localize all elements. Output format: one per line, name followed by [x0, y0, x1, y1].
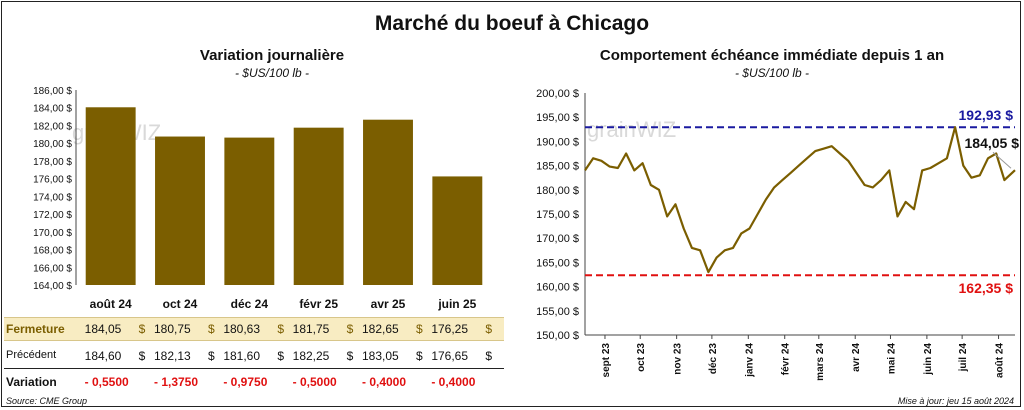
table-cell-currency: $: [208, 322, 215, 336]
table-cell-value: 182,65: [362, 322, 399, 336]
table-cell-currency: $: [138, 349, 146, 363]
table-cell-currency: $: [346, 349, 354, 363]
y-tick-label: 166,00 $: [33, 263, 72, 274]
y-tick-label: 160,00 $: [536, 282, 579, 294]
table-cell-currency: $: [208, 349, 215, 363]
x-tick-label: déc 24: [231, 297, 269, 311]
table-cell-value: - 0,9750: [223, 375, 268, 389]
table-cell-currency: $: [416, 349, 423, 363]
y-tick-label: 185,00 $: [536, 161, 579, 173]
y-tick-label: 180,00 $: [33, 139, 72, 150]
y-tick-label: 170,00 $: [536, 233, 579, 245]
table-cell-value: - 0,4000: [362, 375, 407, 389]
x-tick-label: déc 23: [708, 343, 719, 375]
x-tick-label: août 24: [995, 343, 1006, 378]
table-cell-value: 181,75: [292, 322, 330, 336]
high-annotation: 192,93 $: [959, 107, 1014, 123]
y-tick-label: 200,00 $: [536, 88, 579, 100]
price-series-line: [584, 126, 1016, 274]
x-tick-label: nov 23: [673, 343, 684, 375]
table-row-label: Variation: [6, 375, 57, 389]
y-tick-label: 164,00 $: [33, 281, 72, 292]
x-tick-label: janv 24: [744, 343, 755, 378]
table-cell-value: 184,05: [84, 322, 122, 336]
x-tick-label: juin 25: [437, 297, 476, 311]
watermark: grainWIZ: [587, 117, 676, 142]
x-tick-label: févr 25: [299, 297, 338, 311]
table-cell-value: 183,05: [362, 349, 399, 363]
table-cell-currency: $: [277, 322, 285, 336]
table-cell-currency: $: [485, 322, 493, 336]
table-cell-value: 182,25: [292, 349, 330, 363]
y-tick-label: 184,00 $: [33, 104, 72, 115]
table-cell-value: - 0,4000: [431, 375, 476, 389]
bar: [155, 136, 205, 285]
last-value-leader: [992, 151, 1012, 169]
bar: [85, 107, 136, 285]
y-tick-label: 195,00 $: [536, 112, 579, 124]
table-cell-value: - 0,5000: [292, 375, 337, 389]
table-cell-value: 181,60: [223, 349, 261, 363]
y-tick-label: 174,00 $: [33, 192, 72, 203]
bar-chart-title: Variation journalière: [199, 47, 345, 64]
table-row-label: Précédent: [6, 349, 57, 361]
y-tick-label: 176,00 $: [33, 175, 72, 186]
y-tick-label: 165,00 $: [536, 257, 579, 269]
x-tick-label: oct 24: [163, 297, 198, 311]
y-tick-label: 180,00 $: [536, 185, 579, 197]
update-note: Mise à jour: jeu 15 août 2024: [897, 396, 1014, 406]
bar-chart: grainWIZ164,00 $166,00 $168,00 $170,00 $…: [33, 86, 483, 311]
table-cell-value: 184,60: [84, 349, 122, 363]
x-tick-label: mai 24: [886, 343, 897, 375]
last-value-annotation: 184,05 $: [965, 135, 1020, 151]
fermeture-row-background: [4, 317, 504, 341]
bar: [293, 127, 344, 285]
bar-chart-subtitle: - $US/100 lb -: [234, 66, 310, 80]
table-cell-value: 180,63: [223, 322, 261, 336]
line-chart: grainWIZ 150,00 $ 155,00 $ 160,00 $ 165,00 $…: [536, 88, 1020, 381]
bar: [363, 119, 413, 285]
y-tick-label: 186,00 $: [33, 86, 72, 97]
table-cell-currency: $: [485, 349, 493, 363]
table-cell-currency: $: [346, 322, 354, 336]
y-tick-label: 182,00 $: [33, 121, 72, 132]
y-tick-label: 178,00 $: [33, 157, 72, 168]
page-title: Marché du boeuf à Chicago: [374, 12, 650, 35]
table-cell-value: 182,13: [154, 349, 191, 363]
table-cell-value: - 1,3750: [154, 375, 199, 389]
y-tick-label: 190,00 $: [536, 136, 579, 148]
table-cell-value: 176,25: [431, 322, 469, 336]
source-note: Source: CME Group: [6, 396, 88, 406]
table-row-label: Fermeture: [6, 322, 65, 336]
x-tick-label: oct 23: [636, 343, 647, 372]
bar: [224, 137, 275, 285]
table-cell-value: 180,75: [154, 322, 191, 336]
y-tick-label: 168,00 $: [33, 246, 72, 257]
table-cell-currency: $: [416, 322, 423, 336]
y-tick-label: 172,00 $: [33, 210, 72, 221]
y-tick-label: 150,00 $: [536, 330, 579, 342]
y-tick-label: 175,00 $: [536, 209, 579, 221]
table-divider: [4, 368, 504, 369]
line-chart-subtitle: - $US/100 lb -: [734, 66, 810, 80]
x-tick-label: juil 24: [958, 343, 969, 373]
x-tick-label: avr 24: [851, 343, 862, 372]
low-annotation: 162,35 $: [959, 280, 1014, 296]
table-cell-value: 176,65: [431, 349, 469, 363]
x-tick-label: avr 25: [371, 297, 406, 311]
bar: [432, 176, 483, 285]
table-cell-value: - 0,5500: [84, 375, 129, 389]
y-tick-label: 155,00 $: [536, 306, 579, 318]
x-tick-label: mars 24: [815, 343, 826, 381]
x-tick-label: sept 23: [601, 343, 612, 378]
table-cell-currency: $: [138, 322, 146, 336]
table-cell-currency: $: [277, 349, 285, 363]
x-tick-label: août 24: [90, 297, 132, 311]
x-tick-label: juin 24: [923, 343, 934, 376]
y-tick-label: 170,00 $: [33, 228, 72, 239]
line-chart-title: Comportement échéance immédiate depuis 1…: [599, 47, 945, 64]
x-tick-label: févr 24: [781, 343, 792, 376]
